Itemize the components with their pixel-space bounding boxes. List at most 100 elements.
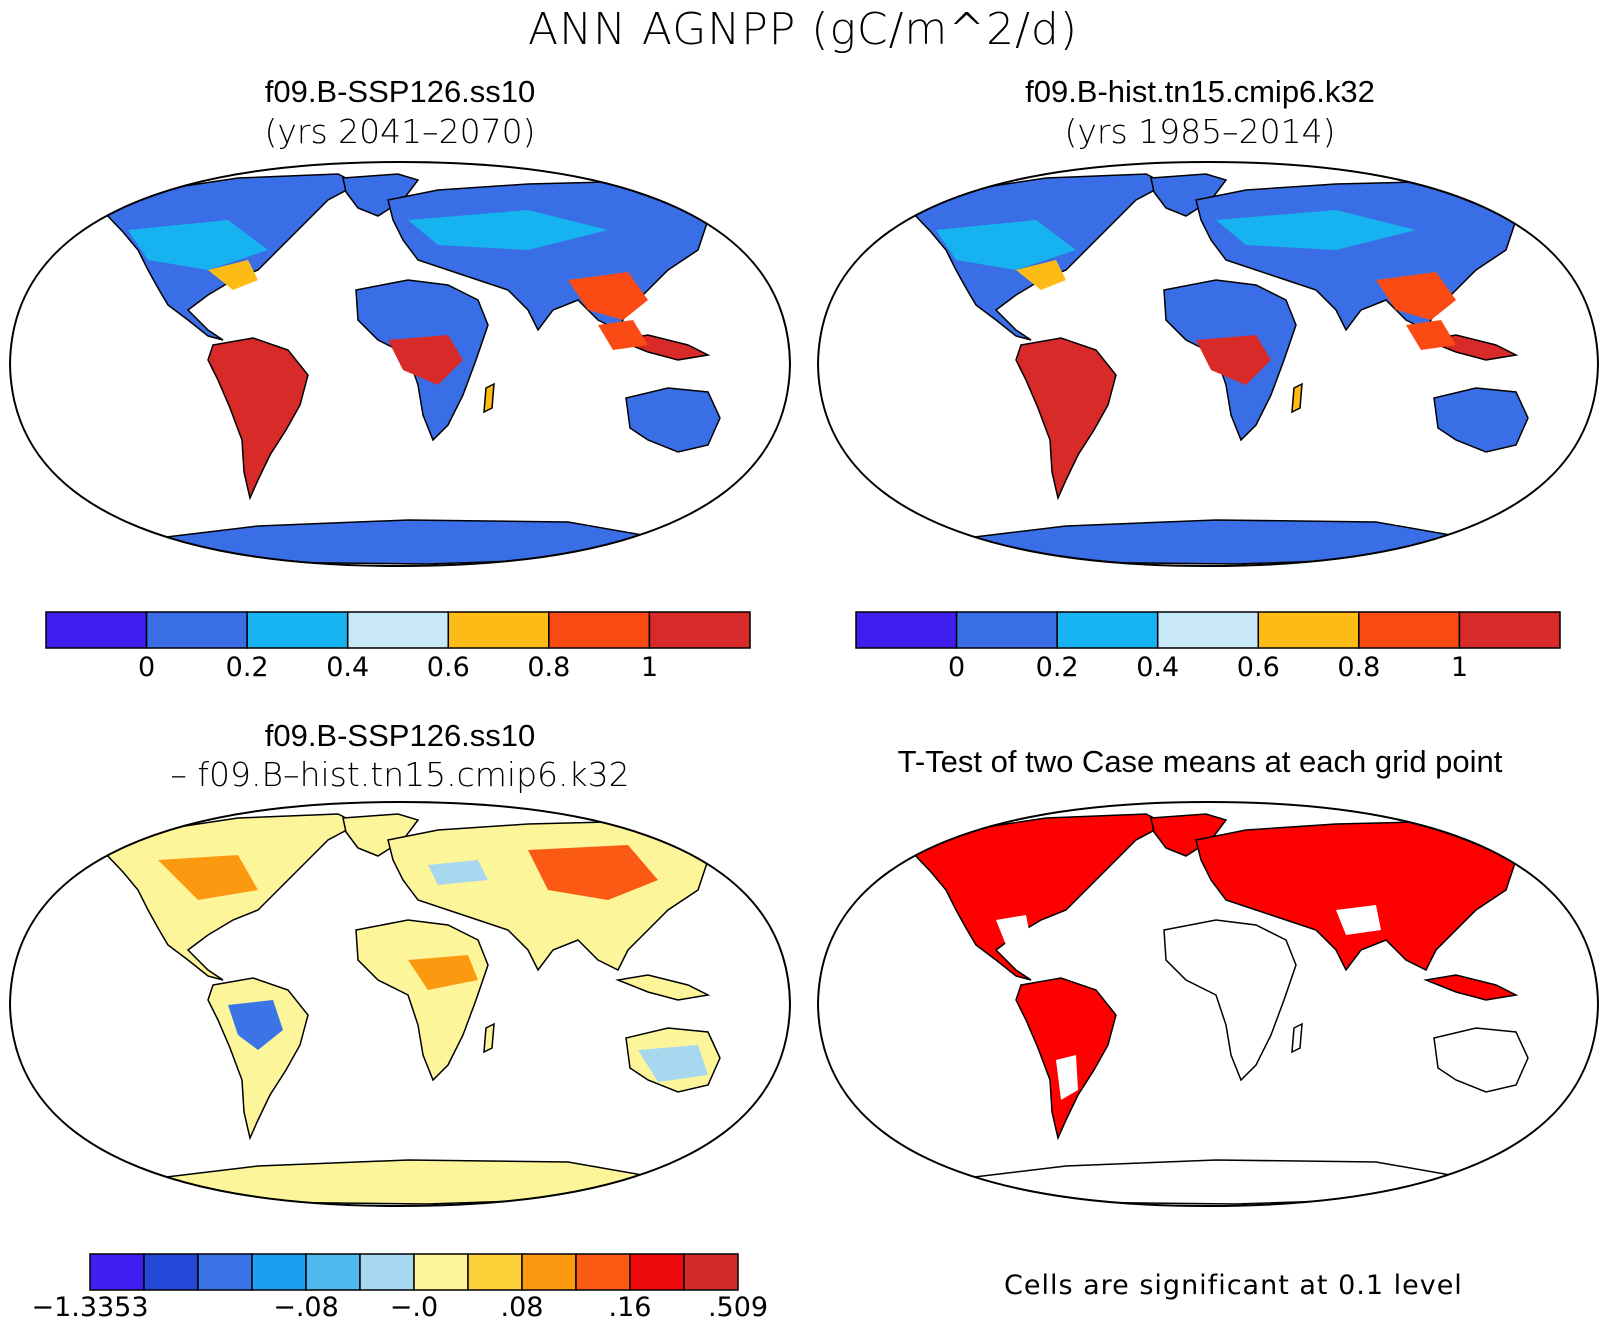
insignificant-area [1216, 935, 1266, 965]
colorbar-swatch [413, 1253, 469, 1291]
colorbar-swatch [246, 611, 349, 649]
colorbar-swatch [1056, 611, 1159, 649]
colorbar-swatch [629, 1253, 685, 1291]
figure-title: ANN AGNPP (gC/m^2/d) [527, 4, 1079, 55]
map-boundary [8, 160, 792, 568]
panel-title-bottom-right: T-Test of two Case means at each grid po… [897, 744, 1503, 779]
colorbar-tick-label: −.0 [389, 1292, 439, 1323]
colorbar-swatch [305, 1253, 361, 1291]
map-top-right [816, 160, 1600, 568]
region-amazon-decrease [228, 1000, 283, 1050]
colorbar-swatch [145, 611, 248, 649]
colorbar-swatch [648, 611, 751, 649]
land-australia [1433, 1027, 1529, 1093]
map-bottom-right [816, 800, 1600, 1208]
colorbar-swatch [143, 1253, 199, 1291]
colorbar-swatch [89, 1253, 145, 1291]
map-top-left [8, 160, 792, 568]
land-australia [625, 387, 721, 453]
map-bottom-left [8, 800, 792, 1208]
colorbar-tick-label: .08 [500, 1292, 544, 1323]
colorbar-swatch [1257, 611, 1360, 649]
region-boreal-mid [128, 220, 268, 270]
region-siberia-increase [528, 845, 658, 900]
colorbar-swatch [575, 1253, 631, 1291]
colorbar-ticks-top-left: 0 0.2 0.4 0.6 0.8 1 [46, 652, 750, 688]
region-africa-increase [408, 955, 478, 990]
colorbar-swatch [855, 611, 958, 649]
colorbar-tick-label: −1.3353 [31, 1292, 149, 1323]
region-europe-decrease [428, 860, 488, 885]
colorbar-swatch [1458, 611, 1561, 649]
colorbar-ticks-bottom-left: −1.3353 −.08 −.0 .08 .16 .509 [31, 1292, 768, 1328]
colorbar-swatch [197, 1253, 253, 1291]
colorbar-swatch [447, 611, 550, 649]
colorbar-tick-label: .16 [608, 1292, 652, 1323]
colorbar-tick-label: 0.2 [1035, 652, 1079, 683]
region-amazon-high [218, 355, 293, 415]
colorbar-bottom-left [89, 1253, 739, 1291]
region-eurasia-mid [408, 210, 608, 250]
land-madagascar [483, 1022, 495, 1054]
region-eurasia-mid [1216, 210, 1416, 250]
colorbar-swatch [251, 1253, 307, 1291]
land-madagascar [483, 382, 495, 414]
colorbar-swatch [45, 611, 148, 649]
map-boundary [816, 800, 1600, 1208]
land-australia [1433, 387, 1529, 453]
colorbar-tick-label: 0.2 [225, 652, 269, 683]
colorbar-tick-label: −.08 [273, 1292, 339, 1323]
region-canada-increase [158, 855, 258, 900]
panel-title-top-left: f09.B-SSP126.ss10 [264, 74, 536, 109]
colorbar-top-left [45, 611, 751, 649]
colorbar-tick-label: 0.4 [1136, 652, 1180, 683]
colorbar-tick-label: .509 [707, 1292, 769, 1323]
colorbar-swatch [346, 611, 450, 649]
insignificant-area [1336, 905, 1381, 935]
land-madagascar [1291, 1022, 1303, 1054]
colorbar-tick-label: 0.8 [527, 652, 571, 683]
region-congo-high [388, 335, 463, 385]
colorbar-swatch [955, 611, 1058, 649]
region-se-asia-high [598, 320, 648, 350]
region-australia-decrease [638, 1045, 708, 1082]
region-se-asia-high [1406, 320, 1456, 350]
significance-note: Cells are significant at 0.1 level [1004, 1270, 1463, 1301]
region-us-east-mid [1016, 260, 1066, 290]
panel-title-top-right: f09.B-hist.tn15.cmip6.k32 [1025, 74, 1375, 109]
panel-subtitle-top-left: (yrs 2041–2070) [264, 112, 536, 151]
colorbar-swatch [1156, 611, 1260, 649]
region-east-asia-high [1376, 272, 1456, 320]
colorbar-tick-label: 0 [947, 652, 966, 683]
region-amazon-high [1026, 355, 1101, 415]
panel-subtitle-bottom-left: – f09.B–hist.tn15.cmip6.k32 [170, 755, 630, 794]
panel-title-bottom-left: f09.B-SSP126.ss10 [264, 718, 536, 753]
region-us-east-mid [208, 260, 258, 290]
colorbar-tick-label: 0.6 [1236, 652, 1280, 683]
colorbar-tick-label: 1 [640, 652, 659, 683]
colorbar-ticks-top-right: 0 0.2 0.4 0.6 0.8 1 [856, 652, 1560, 688]
colorbar-swatch [359, 1253, 415, 1291]
region-congo-high [1196, 335, 1271, 385]
colorbar-tick-label: 1 [1450, 652, 1469, 683]
colorbar-swatch [467, 1253, 523, 1291]
colorbar-tick-label: 0.4 [326, 652, 370, 683]
map-boundary [8, 800, 792, 1208]
region-east-asia-high [568, 272, 648, 320]
insignificant-area [996, 915, 1031, 945]
colorbar-swatch [548, 611, 651, 649]
region-boreal-mid [936, 220, 1076, 270]
colorbar-tick-label: 0 [137, 652, 156, 683]
land-madagascar [1291, 382, 1303, 414]
land-indonesia [615, 974, 711, 1001]
colorbar-tick-label: 0.8 [1337, 652, 1381, 683]
colorbar-swatch [683, 1253, 739, 1291]
panel-subtitle-top-right: (yrs 1985–2014) [1064, 112, 1336, 151]
colorbar-top-right [855, 611, 1561, 649]
map-boundary [816, 160, 1600, 568]
colorbar-tick-label: 0.6 [426, 652, 470, 683]
colorbar-swatch [521, 1253, 577, 1291]
insignificant-area [1056, 1055, 1078, 1100]
land-indonesia [1423, 974, 1519, 1001]
colorbar-swatch [1358, 611, 1461, 649]
